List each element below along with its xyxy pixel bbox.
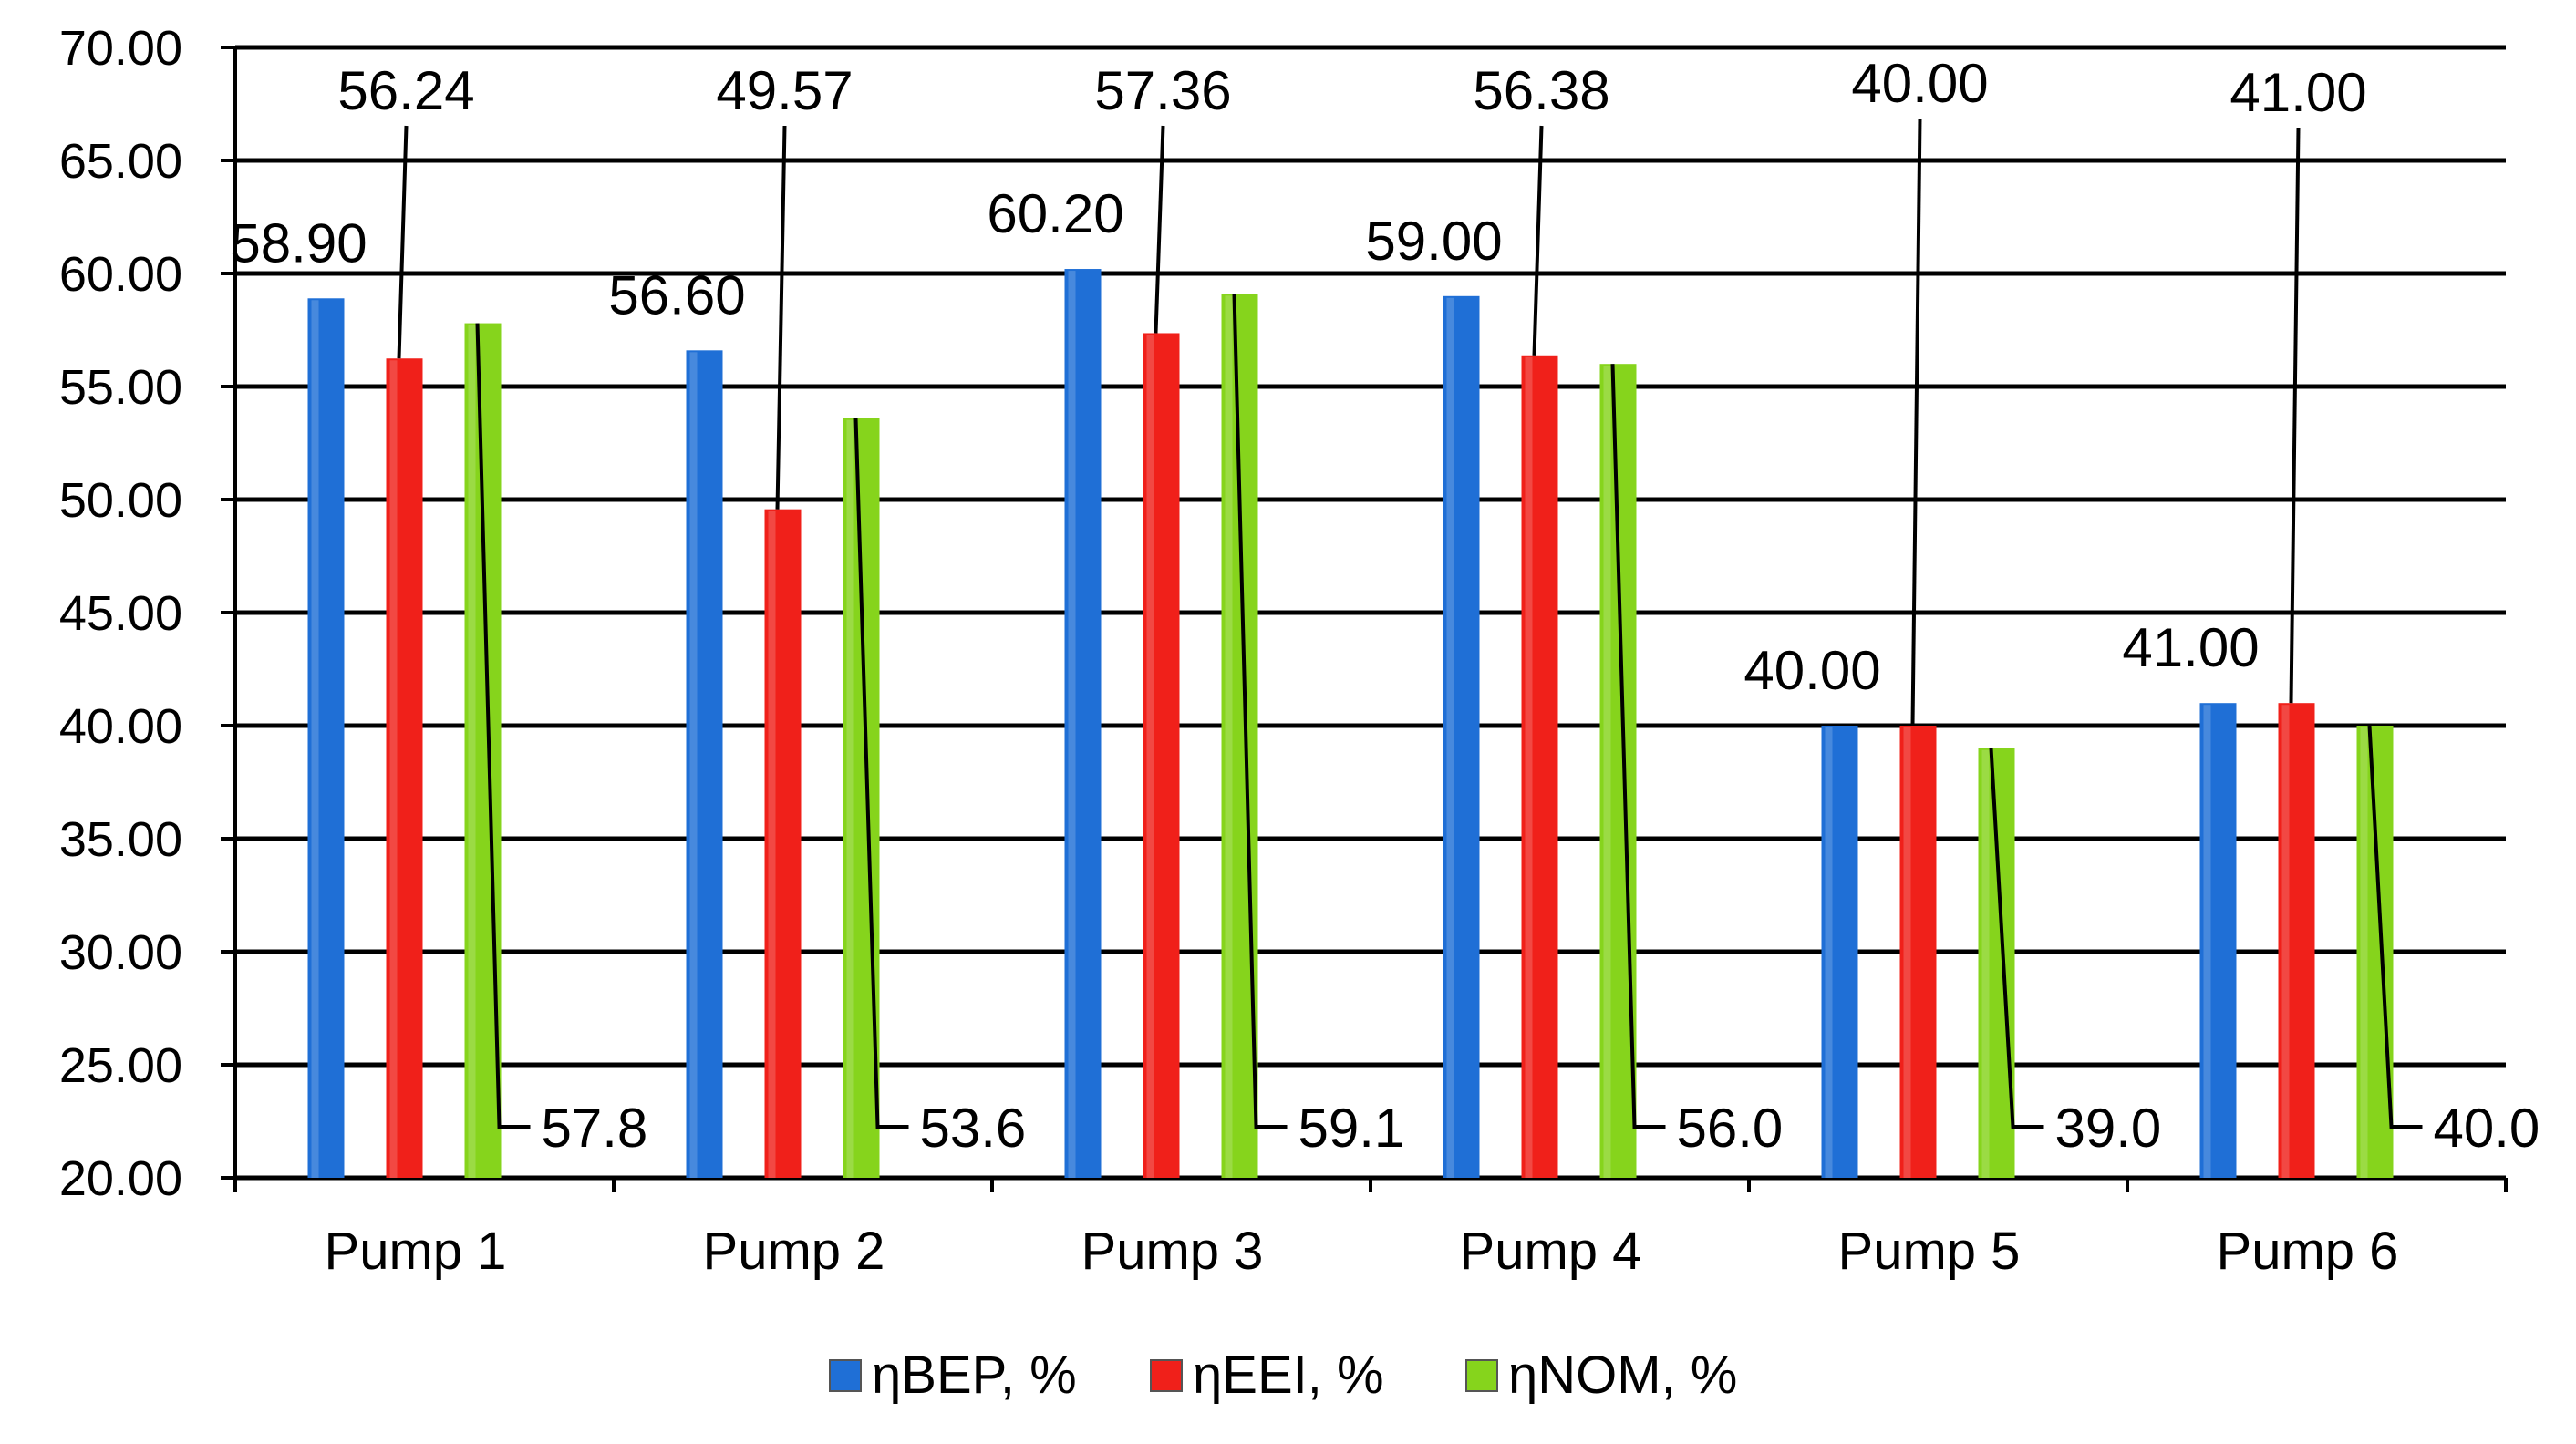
gridlines: [235, 45, 2506, 1181]
bar: [1899, 726, 1937, 1178]
y-tick-label: 65.00: [59, 134, 182, 189]
leader-line: [1154, 125, 1165, 334]
x-tick-label: Pump 4: [1460, 1222, 1642, 1281]
bar: [1064, 269, 1102, 1178]
legend-swatch: [1150, 1359, 1183, 1392]
data-label: 56.0: [1677, 1098, 1784, 1159]
bar-highlight: [2203, 705, 2211, 1178]
data-label: 56.24: [337, 60, 474, 121]
bar-highlight: [1903, 727, 1911, 1178]
leader-line: [475, 323, 531, 1129]
data-label: 57.36: [1094, 60, 1231, 121]
legend-label: ηBEP, %: [872, 1346, 1077, 1405]
data-label: 40.00: [1743, 640, 1880, 701]
bar-highlight: [468, 325, 476, 1178]
bar-highlight: [1146, 335, 1154, 1178]
bar: [2199, 703, 2237, 1178]
data-label: 39.0: [2055, 1098, 2162, 1159]
x-tick-label: Pump 5: [1838, 1222, 2021, 1281]
y-tick-label: 55.00: [59, 360, 182, 415]
bar: [1443, 295, 1480, 1178]
leader-line: [1989, 748, 2044, 1129]
bar: [1143, 333, 1180, 1178]
bar: [764, 509, 802, 1178]
x-tick-label: Pump 3: [1081, 1222, 1264, 1281]
leader-line: [1610, 364, 1666, 1129]
y-tick-label: 30.00: [59, 925, 182, 980]
y-tick-label: 40.00: [59, 699, 182, 754]
y-tick-label: 20.00: [59, 1151, 182, 1206]
data-label: 59.00: [1365, 211, 1502, 272]
bar: [1521, 355, 1558, 1178]
data-label: 58.90: [230, 212, 367, 273]
legend-swatch: [829, 1359, 862, 1392]
legend: ηBEP, % ηEEI, % ηNOM, %: [829, 1346, 1737, 1405]
bar-highlight: [1068, 271, 1076, 1178]
data-label: 56.60: [608, 264, 745, 325]
bar: [2278, 703, 2315, 1178]
legend-label: ηNOM, %: [1508, 1346, 1737, 1405]
bars: [307, 269, 2394, 1179]
bar-highlight: [2360, 727, 2368, 1178]
legend-label: ηEEI, %: [1193, 1346, 1384, 1405]
leader-lines: [397, 118, 2423, 1129]
bar: [686, 350, 723, 1178]
data-label: 57.8: [542, 1098, 648, 1159]
data-label: 40.00: [1851, 53, 1988, 114]
axes: 20.00 25.00 30.00 35.00 40.00 45.00 50.00 55.00…: [59, 21, 2508, 1281]
data-label: 56.38: [1473, 60, 1609, 121]
y-tick-label: 45.00: [59, 586, 182, 641]
leader-line: [1910, 118, 1922, 727]
bar-highlight: [768, 511, 776, 1178]
data-label: 53.6: [920, 1098, 1027, 1159]
data-label: 41.00: [2122, 617, 2259, 678]
bar-highlight: [389, 360, 398, 1178]
bar: [386, 358, 423, 1178]
bar-highlight: [689, 352, 698, 1178]
y-tick-label: 70.00: [59, 21, 182, 76]
bar-highlight: [2281, 705, 2290, 1178]
x-tick-label: Pump 6: [2217, 1222, 2399, 1281]
bar: [307, 298, 345, 1178]
leader-line: [2289, 127, 2301, 704]
data-label: 59.1: [1298, 1098, 1405, 1159]
leader-line: [775, 125, 787, 510]
bar-highlight: [1981, 749, 1990, 1178]
x-tick-label: Pump 2: [703, 1222, 885, 1281]
leader-line: [1532, 125, 1544, 356]
data-label: 40.0: [2434, 1098, 2540, 1159]
bar-highlight: [846, 419, 854, 1179]
legend-swatch: [1465, 1359, 1498, 1392]
leader-line: [2367, 725, 2423, 1129]
y-tick-label: 25.00: [59, 1038, 182, 1093]
bar-highlight: [1225, 295, 1233, 1178]
data-labels: 58.90 56.60 60.20 59.00 40.00 41.00 56.24 49.57…: [230, 53, 2540, 1159]
bar: [1821, 726, 1858, 1178]
leader-line: [1232, 294, 1288, 1129]
x-tick-label: Pump 1: [325, 1222, 507, 1281]
data-label: 49.57: [716, 60, 853, 121]
bar-highlight: [1825, 727, 1833, 1178]
bar-highlight: [1525, 356, 1533, 1178]
bar-highlight: [1603, 366, 1611, 1178]
leader-line: [853, 418, 909, 1129]
data-label: 41.00: [2229, 62, 2366, 123]
data-label: 60.20: [987, 183, 1123, 244]
bar-highlight: [311, 300, 319, 1178]
leader-line: [397, 125, 409, 359]
y-tick-label: 50.00: [59, 473, 182, 528]
bar-highlight: [1446, 297, 1454, 1178]
y-tick-label: 60.00: [59, 247, 182, 302]
y-tick-label: 35.00: [59, 812, 182, 867]
